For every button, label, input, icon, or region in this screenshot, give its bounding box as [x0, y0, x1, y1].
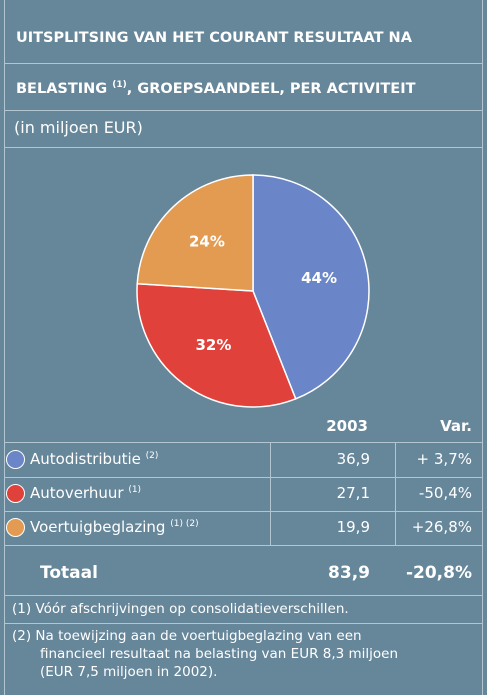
- row-note: (2): [145, 451, 159, 461]
- divider: [4, 63, 482, 64]
- row-note: (1): [128, 485, 142, 495]
- column-header: Var.: [440, 417, 472, 435]
- row-name: Autodistributie: [30, 450, 141, 468]
- unit: (in miljoen EUR): [14, 118, 143, 137]
- total-label: Totaal: [40, 563, 98, 583]
- divider: [4, 511, 482, 512]
- row-var: + 3,7%: [416, 450, 472, 468]
- pie-slice: [136, 282, 297, 408]
- pie-chart: 44% 32% 24%: [136, 174, 370, 408]
- title: UITSPLITSING VAN HET COURANT RESULTAAT N…: [16, 30, 412, 46]
- divider: [4, 623, 482, 624]
- title-part: , GROEPSAANDEEL, PER ACTIVITEIT: [126, 81, 416, 97]
- divider: [4, 595, 482, 596]
- title-note: (1): [112, 80, 127, 90]
- slice-label: 32%: [196, 336, 232, 354]
- border: [4, 0, 5, 695]
- legend-swatch: [6, 518, 25, 537]
- row-value: 27,1: [336, 484, 370, 502]
- border: [482, 0, 483, 695]
- row-label: Voertuigbeglazing (1) (2): [30, 518, 199, 536]
- row-name: Autoverhuur: [30, 484, 124, 502]
- row-note: (1) (2): [170, 519, 199, 529]
- column-header: 2003: [326, 417, 368, 435]
- footnote: financieel resultaat na belasting van EU…: [40, 646, 399, 662]
- legend-swatch: [6, 450, 25, 469]
- divider: [4, 477, 482, 478]
- row-value: 36,9: [336, 450, 370, 468]
- title: BELASTING (1), GROEPSAANDEEL, PER ACTIVI…: [16, 80, 416, 97]
- divider: [4, 442, 482, 443]
- divider: [4, 110, 482, 111]
- row-var: -50,4%: [418, 484, 472, 502]
- footnote: (2) Na toewijzing aan de voertuigbeglazi…: [12, 628, 362, 644]
- row-value: 19,9: [336, 518, 370, 536]
- pie-slice: [252, 174, 370, 400]
- row-var: +26,8%: [411, 518, 472, 536]
- total-var: -20,8%: [405, 563, 472, 583]
- footnote: (EUR 7,5 miljoen in 2002).: [40, 664, 218, 680]
- total-value: 83,9: [328, 563, 370, 583]
- title-part: BELASTING: [16, 81, 108, 97]
- slice-label: 24%: [189, 232, 225, 250]
- divider: [4, 147, 482, 148]
- row-label: Autodistributie (2): [30, 450, 158, 468]
- row-name: Voertuigbeglazing: [30, 518, 166, 536]
- divider: [395, 443, 396, 545]
- legend-swatch: [6, 484, 25, 503]
- pie-slice: [136, 174, 254, 292]
- footnote: (1) Vóór afschrijvingen op consolidatiev…: [12, 601, 349, 617]
- divider: [270, 443, 271, 545]
- slice-label: 44%: [301, 269, 337, 287]
- row-label: Autoverhuur (1): [30, 484, 141, 502]
- divider: [4, 545, 482, 546]
